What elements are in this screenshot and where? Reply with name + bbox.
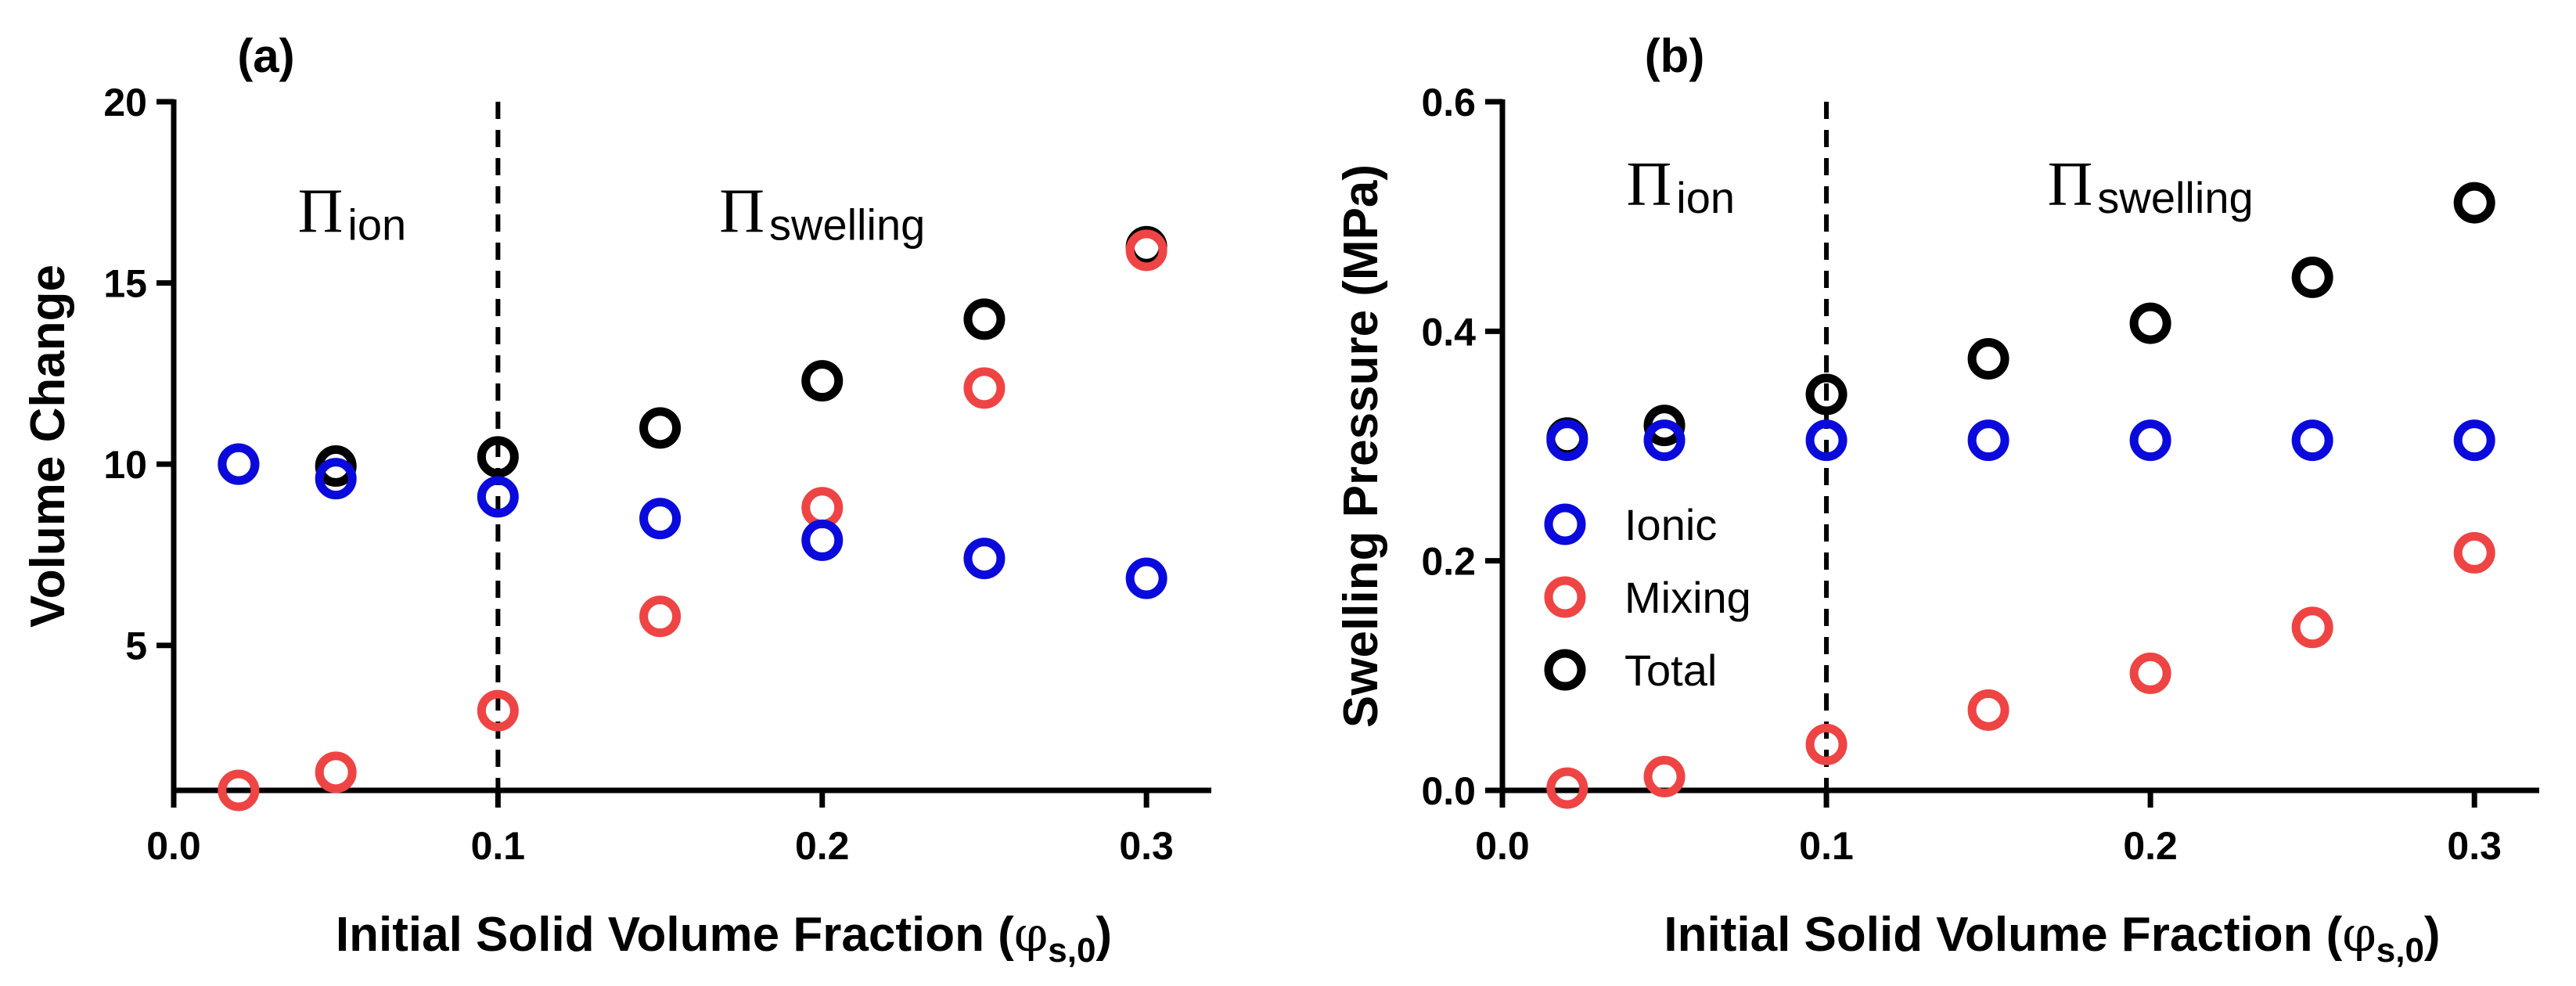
y-tick-label: 0.2: [1421, 540, 1476, 584]
panel-label: (a): [237, 30, 294, 82]
legend-label-total: Total: [1624, 646, 1717, 695]
data-point-ionic: [2291, 419, 2333, 462]
data-point-ionic: [963, 538, 1006, 580]
data-point-total: [477, 436, 519, 478]
data-point-total: [963, 298, 1006, 340]
data-point-mixing: [639, 596, 682, 638]
y-tick-label: 0.6: [1421, 81, 1476, 124]
data-point-mixing: [2129, 652, 2171, 694]
x-tick-label: 0.0: [1475, 824, 1530, 868]
x-tick-label: 0.1: [1799, 824, 1854, 868]
data-point-mixing: [477, 689, 519, 732]
legend-marker-total: [1544, 649, 1586, 691]
x-axis-title: Initial Solid Volume Fraction (φs,0): [1664, 905, 2440, 970]
y-tick-label: 15: [103, 262, 147, 306]
x-tick-label: 0.0: [146, 824, 201, 868]
data-point-mixing: [1546, 767, 1588, 809]
data-point-ionic: [639, 498, 682, 540]
data-point-ionic: [1546, 419, 1588, 462]
data-point-mixing: [1967, 689, 2009, 731]
data-point-ionic: [801, 519, 844, 561]
data-point-mixing: [1125, 229, 1167, 272]
y-tick-label: 10: [103, 443, 147, 487]
data-point-ionic: [1805, 419, 1847, 462]
data-point-total: [2291, 256, 2333, 298]
y-tick-label: 20: [103, 81, 147, 124]
data-point-ionic: [2453, 419, 2495, 462]
legend-marker-mixing: [1544, 576, 1586, 618]
data-point-mixing: [2453, 531, 2495, 574]
chart-panel-b: (b) 0.0 0.1 0.2 0.3 0.0 0.2 0.4 0.6 Initial Solid…: [1334, 30, 2539, 970]
data-point-ionic: [1967, 419, 2009, 462]
data-point-total: [639, 407, 682, 449]
legend-marker-ionic: [1544, 503, 1586, 545]
data-point-total: [801, 360, 844, 402]
data-point-mixing: [218, 769, 260, 811]
y-axis-title: Swelling Pressure (MPa): [1334, 164, 1388, 728]
data-point-total: [1967, 338, 2009, 380]
x-tick-label: 0.1: [471, 824, 526, 868]
data-point-total: [315, 444, 357, 487]
y-tick-label: 5: [125, 624, 147, 668]
data-point-mixing: [1805, 723, 1847, 765]
data-point-mixing: [801, 487, 844, 529]
chart-panel-a: (a) 0.0 0.1 0.2 0.3 5 10 15 20 Initial Solid Volu…: [21, 30, 1211, 970]
x-tick-label: 0.3: [1119, 824, 1174, 868]
data-point-mixing: [1643, 755, 1686, 797]
y-tick-label: 0.4: [1421, 310, 1476, 354]
x-axis-title: Initial Solid Volume Fraction (φs,0): [336, 905, 1112, 970]
data-point-ionic: [1643, 419, 1686, 462]
data-point-total: [2453, 182, 2495, 224]
x-tick-label: 0.2: [2123, 824, 2178, 868]
y-tick-label: 0.0: [1421, 769, 1476, 813]
data-point-total: [1643, 405, 1686, 447]
data-point-ionic: [218, 443, 260, 485]
legend-label-ionic: Ionic: [1624, 500, 1717, 549]
data-point-ionic: [1125, 557, 1167, 599]
data-point-mixing: [963, 367, 1006, 409]
data-point-ionic: [477, 476, 519, 518]
data-point-ionic: [315, 458, 357, 500]
y-axis-title: Volume Change: [21, 264, 75, 628]
data-point-mixing: [2291, 606, 2333, 649]
data-point-total: [2129, 302, 2171, 344]
data-point-ionic: [2129, 419, 2171, 462]
x-tick-label: 0.2: [795, 824, 850, 868]
x-tick-label: 0.3: [2447, 824, 2502, 868]
data-point-total: [1805, 373, 1847, 416]
legend-label-mixing: Mixing: [1624, 573, 1751, 622]
data-point-mixing: [315, 751, 357, 793]
panel-label: (b): [1645, 30, 1705, 82]
